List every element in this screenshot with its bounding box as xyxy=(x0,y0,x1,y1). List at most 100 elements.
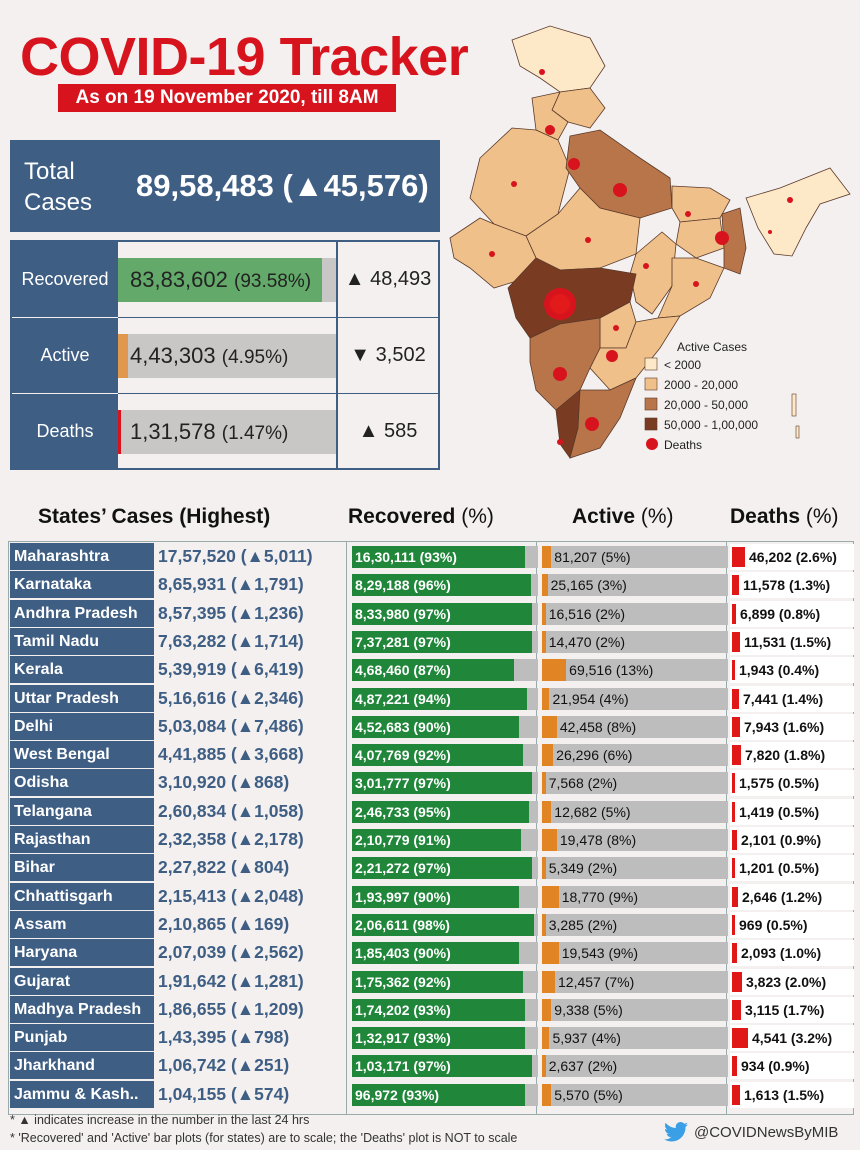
state-cases: 8,57,395 (▲1,236) xyxy=(158,602,304,623)
state-cases: 2,60,834 (▲1,058) xyxy=(158,800,304,821)
header-deaths: Deaths (%) xyxy=(730,505,839,528)
active-bar-fill xyxy=(542,829,557,851)
recovered-bar: 1,85,403 (90%) xyxy=(352,942,538,965)
recovered-bar: 4,68,460 (87%) xyxy=(352,659,538,682)
death-marker-wb xyxy=(715,231,729,245)
recovered-bar: 4,52,683 (90%) xyxy=(352,715,538,738)
total-cases-value: 89,58,483 (▲45,576) xyxy=(136,168,429,203)
deaths-delta: ▲ 585 xyxy=(358,420,418,442)
state-name: Karnataka xyxy=(10,571,154,599)
table-row: Jharkhand 1,06,742 (▲251) 1,03,171 (97%) 2,… xyxy=(10,1052,854,1080)
table-row: West Bengal 4,41,885 (▲3,668) 4,07,769 (92… xyxy=(10,741,854,769)
table-row: Madhya Pradesh 1,86,655 (▲1,209) 1,74,202 … xyxy=(10,995,854,1024)
header-recovered: Recovered (%) xyxy=(348,505,494,528)
recovered-bar-fill xyxy=(352,970,524,993)
state-cases: 2,27,822 (▲804) xyxy=(158,857,290,878)
deaths-value: 11,578 (1.3%) xyxy=(743,577,831,594)
total-cases-panel: Total Cases 89,58,483 (▲45,576) xyxy=(10,140,440,232)
deaths-value: 7,441 (1.4%) xyxy=(743,690,824,707)
legend-swatch-2 xyxy=(644,377,658,391)
active-bar: 21,954 (4%) xyxy=(542,687,728,710)
active-bar: 9,338 (5%) xyxy=(542,998,728,1021)
state-cases: 1,06,742 (▲251) xyxy=(158,1055,290,1076)
recovered-summary-fill xyxy=(118,258,322,302)
deaths-value: 969 (0.5%) xyxy=(739,916,808,933)
active-bar: 69,516 (13%) xyxy=(542,659,728,682)
recovered-bar-fill xyxy=(352,659,514,682)
active-bar: 12,457 (7%) xyxy=(542,970,728,993)
active-bar: 12,682 (5%) xyxy=(542,800,728,823)
deaths-cell: 969 (0.5%) xyxy=(730,911,854,938)
table-row: Jammu & Kash.. 1,04,155 (▲574) 96,972 (93%… xyxy=(10,1080,854,1109)
legend-item-3: 20,000 - 50,000 xyxy=(664,398,748,412)
table-row: Chhattisgarh 2,15,413 (▲2,048) 1,93,997 (9… xyxy=(10,882,854,911)
state-name: Haryana xyxy=(10,939,154,967)
deaths-cell: 7,820 (1.8%) xyxy=(730,742,854,769)
state-name: Chhattisgarh xyxy=(10,882,154,910)
active-bar: 5,937 (4%) xyxy=(542,1027,728,1050)
state-cases: 5,39,919 (▲6,419) xyxy=(158,659,304,680)
state-cases: 1,86,655 (▲1,209) xyxy=(158,998,304,1019)
recovered-bar-fill xyxy=(352,1027,525,1050)
recovered-bar-fill xyxy=(352,546,525,568)
deaths-cell: 11,531 (1.5%) xyxy=(730,628,854,655)
deaths-value: 2,646 (1.2%) xyxy=(742,888,823,905)
deaths-cell: 7,943 (1.6%) xyxy=(730,713,854,740)
deaths-cell: 46,202 (2.6%) xyxy=(730,544,854,570)
active-summary-bar: 4,43,303 (4.95%) xyxy=(118,334,336,378)
recovered-bar: 8,33,980 (97%) xyxy=(352,602,538,625)
legend-item-2: 2000 - 20,000 xyxy=(664,378,738,392)
active-bar-fill xyxy=(542,546,552,568)
active-bar-fill xyxy=(542,800,552,823)
deaths-bar-fill xyxy=(732,801,735,822)
active-delta: ▼ 3,502 xyxy=(350,344,426,366)
active-value: 9,338 (5%) xyxy=(554,1001,623,1018)
recovered-bar: 1,03,171 (97%) xyxy=(352,1055,538,1078)
deaths-bar-fill xyxy=(732,745,741,766)
recovered-value: 4,07,769 (92%) xyxy=(355,747,451,764)
table-row: Odisha 3,10,920 (▲868) 3,01,777 (97%) 7,568… xyxy=(10,769,854,797)
recovered-bar-fill xyxy=(352,1083,525,1106)
state-cases: 1,91,642 (▲1,281) xyxy=(158,970,304,991)
legend-swatch-3 xyxy=(644,397,658,411)
recovered-bar-fill xyxy=(352,602,533,625)
recovered-value: 1,85,403 (90%) xyxy=(355,945,451,962)
deaths-cell: 1,613 (1.5%) xyxy=(730,1081,854,1108)
active-value: 14,470 (2%) xyxy=(548,633,625,650)
active-bar-fill xyxy=(542,602,546,625)
deaths-value: 4,541 (3.2%) xyxy=(752,1030,833,1047)
deaths-value: 1,419 (0.5%) xyxy=(739,803,820,820)
recovered-bar-fill xyxy=(352,913,535,936)
twitter-handle[interactable]: @COVIDNewsByMIB xyxy=(664,1122,838,1142)
header-active: Active (%) xyxy=(572,505,674,528)
active-value: 7,568 (2%) xyxy=(548,775,618,792)
deaths-bar-fill xyxy=(732,886,738,907)
active-bar-fill xyxy=(542,1055,546,1078)
deaths-cell: 11,578 (1.3%) xyxy=(730,572,854,599)
state-name: Maharashtra xyxy=(10,543,154,570)
active-bar-fill xyxy=(542,942,559,965)
deaths-bar-fill xyxy=(732,830,737,850)
deaths-cell: 3,823 (2.0%) xyxy=(730,968,854,995)
active-bar-fill xyxy=(542,630,546,653)
deaths-value: 7,820 (1.8%) xyxy=(745,747,826,764)
recovered-bar: 8,29,188 (96%) xyxy=(352,574,538,597)
recovered-bar-fill xyxy=(352,857,533,880)
recovered-value: 2,46,733 (95%) xyxy=(355,803,451,820)
active-bar: 2,637 (2%) xyxy=(542,1055,728,1078)
state-name: Assam xyxy=(10,910,154,938)
deaths-bar-fill xyxy=(732,858,735,879)
map-region-tn xyxy=(569,377,637,459)
active-bar-fill xyxy=(542,913,546,936)
map-region-karnataka xyxy=(529,317,601,411)
recovered-value: 4,52,683 (90%) xyxy=(355,718,451,735)
active-value: 12,457 (7%) xyxy=(558,973,635,990)
recovered-bar-fill xyxy=(352,885,520,908)
recovered-bar-fill xyxy=(352,998,525,1021)
recovered-value: 8,33,980 (97%) xyxy=(355,605,451,622)
active-bar: 81,207 (5%) xyxy=(542,546,728,568)
recovered-bar-fill xyxy=(352,574,531,597)
active-bar-fill xyxy=(542,574,548,597)
state-cases: 2,15,413 (▲2,048) xyxy=(158,885,304,906)
table-row: Tamil Nadu 7,63,282 (▲1,714) 7,37,281 (97%… xyxy=(10,627,854,656)
